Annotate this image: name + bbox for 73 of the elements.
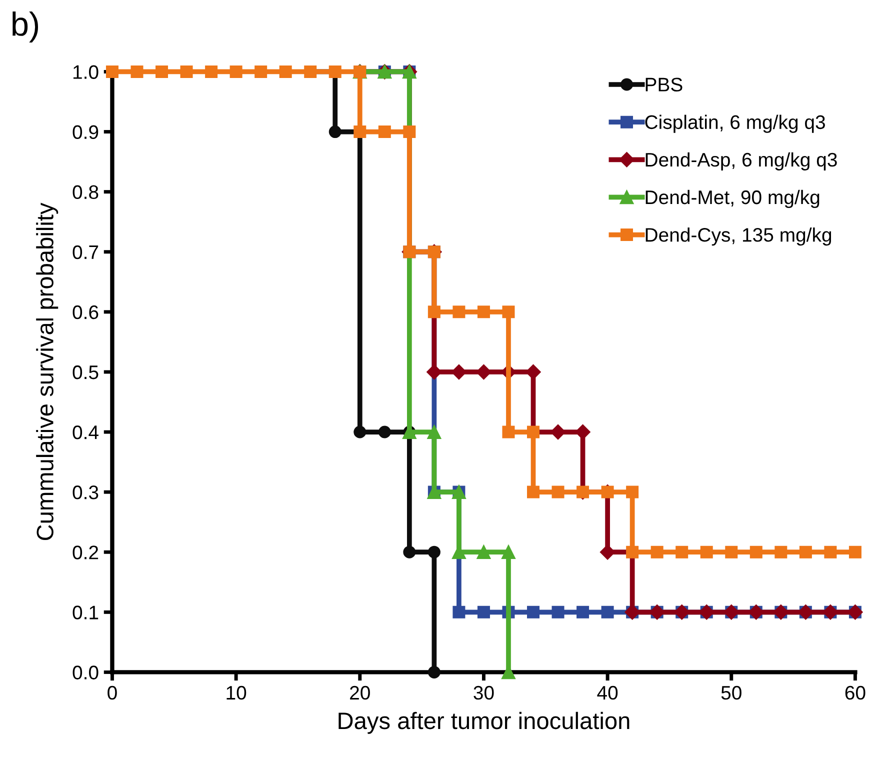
legend-label: Dend-Cys, 135 mg/kg: [646, 227, 832, 246]
y-tick-label: 0.1: [72, 606, 98, 620]
point: [502, 426, 515, 438]
point: [477, 306, 490, 318]
point: [576, 606, 590, 618]
point: [354, 426, 366, 438]
point: [378, 126, 391, 138]
point: [650, 546, 664, 558]
legend-label: Cisplatin, 6 mg/kg q3: [645, 114, 825, 133]
chart-title: b): [12, 11, 38, 42]
point: [601, 606, 614, 618]
point: [774, 546, 788, 558]
point: [428, 546, 440, 558]
y-axis-title: Cummulative survival probability: [36, 202, 58, 540]
y-tick-label: 1.0: [73, 65, 98, 79]
point: [527, 606, 540, 618]
point: [848, 546, 862, 558]
y-tick-label: 0.0: [72, 666, 98, 680]
point: [552, 486, 564, 498]
point: [575, 424, 590, 440]
point: [725, 546, 738, 558]
point: [130, 65, 144, 78]
x-axis-title: Days after tumor inoculation: [338, 712, 630, 734]
y-tick-label: 0.2: [72, 546, 98, 560]
x-tick-label: 40: [597, 686, 618, 700]
point: [180, 65, 193, 78]
legend-label: PBS: [646, 78, 682, 92]
point: [700, 546, 713, 558]
x-tick-label: 10: [226, 686, 246, 700]
y-tick-label: 0.4: [72, 425, 98, 440]
point: [550, 424, 566, 440]
point: [750, 546, 762, 558]
legend-label: Dend-Met, 90 mg/kg: [646, 190, 820, 208]
point: [600, 544, 616, 560]
point: [799, 546, 812, 558]
point: [502, 545, 516, 560]
point: [426, 364, 442, 380]
y-tick-label: 0.8: [72, 185, 98, 200]
y-tick-label: 0.6: [72, 305, 98, 320]
point: [254, 65, 268, 78]
point: [403, 546, 416, 558]
point: [451, 364, 467, 380]
point: [502, 306, 515, 318]
point: [676, 546, 688, 558]
x-tick-label: 0: [108, 686, 117, 700]
point: [452, 306, 466, 318]
y-tick-label: 0.5: [72, 365, 98, 380]
y-tick-label: 0.7: [72, 245, 98, 260]
y-tick-label: 0.9: [72, 125, 98, 140]
x-tick-label: 50: [721, 686, 742, 700]
x-tick-label: 30: [474, 686, 494, 700]
point: [476, 545, 491, 560]
point: [279, 65, 292, 78]
point: [378, 426, 391, 438]
point: [626, 486, 639, 498]
y-tick-label: 0.3: [72, 486, 98, 500]
point: [527, 486, 540, 498]
point: [403, 126, 416, 138]
x-tick-label: 60: [845, 686, 866, 700]
point: [428, 306, 440, 318]
legend-label: Dend-Asp, 6 mg/kg q3: [646, 152, 837, 170]
point: [156, 65, 168, 78]
point: [428, 666, 440, 678]
point: [205, 65, 218, 78]
point: [427, 425, 442, 439]
point: [824, 546, 837, 558]
point: [452, 606, 466, 618]
point: [476, 364, 492, 380]
point: [477, 606, 490, 618]
x-tick-label: 20: [350, 686, 370, 700]
point: [230, 65, 242, 78]
point: [328, 126, 342, 138]
point: [552, 606, 564, 618]
